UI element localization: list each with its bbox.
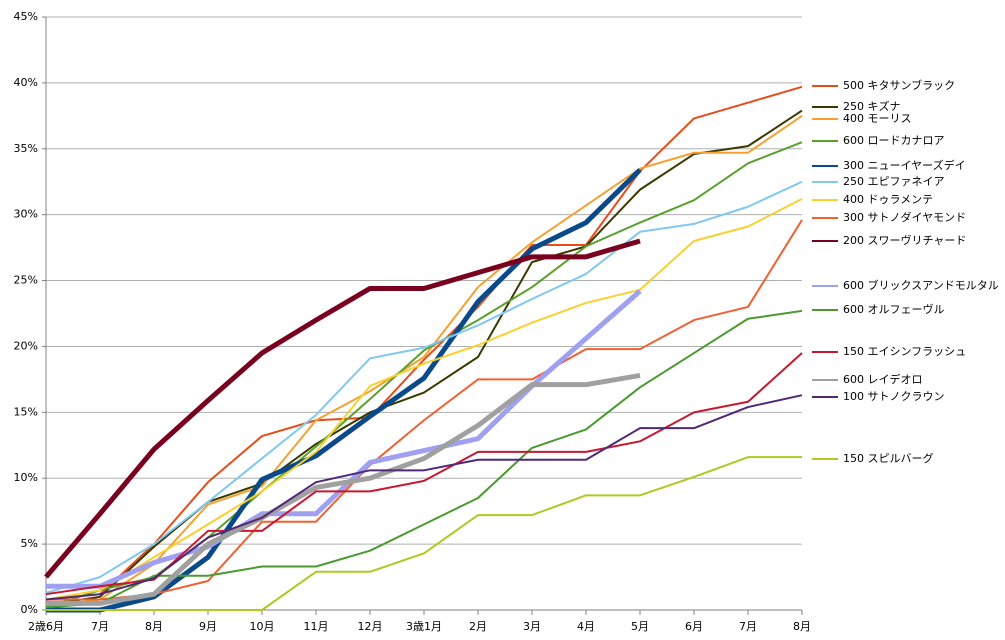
series-line xyxy=(46,219,803,601)
x-tick-label: 11月 xyxy=(304,620,329,633)
x-tick-label: 12月 xyxy=(358,620,383,633)
y-tick-label: 30% xyxy=(14,208,38,221)
x-tick-label: 3歳1月 xyxy=(406,620,442,633)
y-tick-label: 10% xyxy=(14,471,38,484)
x-tick-label: 2歳6月 xyxy=(28,620,64,633)
legend-label: 300 ニューイヤーズデイ xyxy=(843,158,966,172)
x-tick-label: 4月 xyxy=(577,620,595,633)
x-tick-label: 3月 xyxy=(523,620,541,633)
series-line xyxy=(45,394,803,601)
y-tick-label: 40% xyxy=(14,76,38,89)
legend-label: 300 サトノダイヤモンド xyxy=(843,210,966,224)
series-line xyxy=(45,197,803,601)
series-line xyxy=(46,456,802,611)
y-tick-label: 0% xyxy=(21,603,38,616)
x-tick-label: 7月 xyxy=(91,620,109,633)
x-tick-label: 10月 xyxy=(250,620,275,633)
legend-label: 600 オルフェーヴル xyxy=(843,302,945,316)
y-tick-label: 45% xyxy=(14,10,38,23)
legend-label: 600 ロードカナロア xyxy=(843,134,945,147)
legend-label: 100 サトノクラウン xyxy=(843,390,945,403)
legend-label: 400 ドゥラメンテ xyxy=(843,193,933,206)
legend-label: 600 ブリックスアンドモルタル xyxy=(843,278,999,292)
y-tick-label: 25% xyxy=(14,274,38,287)
legend-label: 500 キタサンブラック xyxy=(843,78,955,92)
legend-label: 150 エイシンフラッシュ xyxy=(843,345,966,358)
x-tick-label: 2月 xyxy=(469,620,487,633)
series-line xyxy=(45,85,803,601)
series-line xyxy=(44,238,641,579)
x-tick-label: 6月 xyxy=(685,620,703,633)
legend-label: 250 キズナ xyxy=(843,99,901,113)
series-line xyxy=(46,168,642,613)
legend-label: 150 スピルバーグ xyxy=(843,451,934,465)
y-tick-label: 15% xyxy=(14,405,38,418)
legend-label: 250 エピファネイア xyxy=(843,175,945,188)
x-tick-label: 7月 xyxy=(739,620,757,633)
x-tick-label: 8月 xyxy=(793,620,811,633)
y-tick-label: 35% xyxy=(14,142,38,155)
x-tick-label: 9月 xyxy=(199,620,217,633)
series-line xyxy=(45,180,803,594)
series-line xyxy=(45,115,803,609)
x-tick-label: 8月 xyxy=(145,620,163,633)
series-line xyxy=(46,372,641,606)
legend-label: 400 モーリス xyxy=(843,112,912,125)
y-tick-label: 5% xyxy=(21,537,38,550)
series-line xyxy=(45,352,803,596)
series-line xyxy=(45,109,803,606)
legend-label: 200 スワーヴリチャード xyxy=(843,233,966,247)
legend-label: 600 レイデオロ xyxy=(843,372,923,386)
y-tick-label: 20% xyxy=(14,339,38,352)
series-line xyxy=(46,289,642,589)
x-tick-label: 5月 xyxy=(631,620,649,633)
